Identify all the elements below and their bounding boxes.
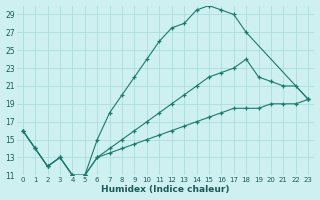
X-axis label: Humidex (Indice chaleur): Humidex (Indice chaleur) bbox=[101, 185, 230, 194]
